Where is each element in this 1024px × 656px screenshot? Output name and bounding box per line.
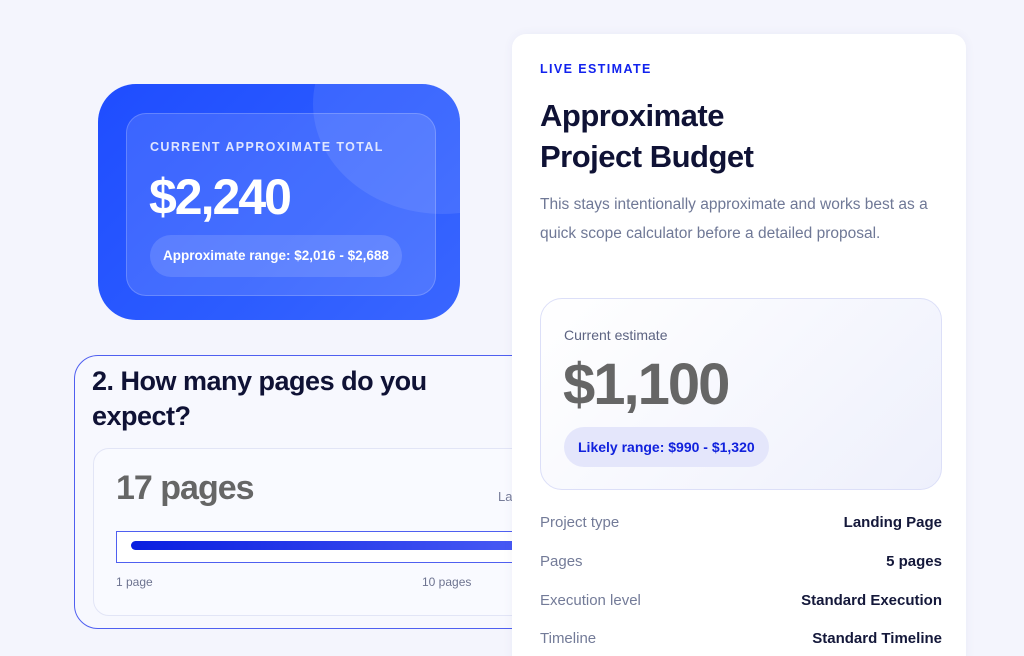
row-value: Standard Timeline: [812, 630, 942, 647]
slider-fill: [131, 541, 535, 550]
question-title: 2. How many pages do you expect?: [92, 366, 427, 431]
total-amount: $2,240: [149, 169, 292, 225]
total-label: CURRENT APPROXIMATE TOTAL: [150, 140, 384, 154]
row-key: Timeline: [540, 630, 597, 647]
tick-label-min: 1 page: [116, 575, 153, 589]
summary-row-pages: Pages 5 pages: [540, 553, 942, 577]
pages-slider-box: 17 pages La 1 page 10 pages: [93, 448, 543, 616]
pages-value: 17 pages: [116, 469, 255, 507]
panel-title-line1: Approximate: [540, 98, 724, 133]
estimate-amount: $1,100: [563, 352, 730, 417]
eyebrow-label: LIVE ESTIMATE: [540, 62, 652, 76]
likely-range-badge: Likely range: $990 - $1,320: [564, 427, 769, 467]
panel-description: This stays intentionally approximate and…: [540, 196, 928, 242]
approximate-total-card: CURRENT APPROXIMATE TOTAL $2,240 Approxi…: [98, 84, 460, 320]
row-value: Landing Page: [843, 514, 942, 531]
row-key: Execution level: [540, 592, 641, 609]
pages-side-label: La: [498, 489, 513, 504]
row-key: Pages: [540, 553, 583, 570]
total-glass-panel: CURRENT APPROXIMATE TOTAL $2,240 Approxi…: [126, 113, 436, 296]
pages-slider[interactable]: [116, 531, 536, 563]
row-value: Standard Execution: [801, 592, 942, 609]
summary-row-execution-level: Execution level Standard Execution: [540, 592, 942, 616]
pages-question-card: 2. How many pages do you expect? 17 page…: [74, 355, 544, 629]
total-range-badge: Approximate range: $2,016 - $2,688: [150, 235, 402, 277]
summary-row-project-type: Project type Landing Page: [540, 514, 942, 538]
live-estimate-panel: LIVE ESTIMATE Approximate Project Budget…: [512, 34, 966, 656]
row-key: Project type: [540, 514, 620, 531]
panel-title-line2: Project Budget: [540, 139, 754, 174]
panel-title: Approximate Project Budget: [540, 95, 754, 177]
row-value: 5 pages: [886, 553, 942, 570]
current-estimate-card: Current estimate $1,100 Likely range: $9…: [540, 298, 942, 490]
tick-label-mid: 10 pages: [422, 575, 472, 589]
summary-row-timeline: Timeline Standard Timeline: [540, 630, 942, 654]
estimate-label: Current estimate: [564, 327, 668, 343]
